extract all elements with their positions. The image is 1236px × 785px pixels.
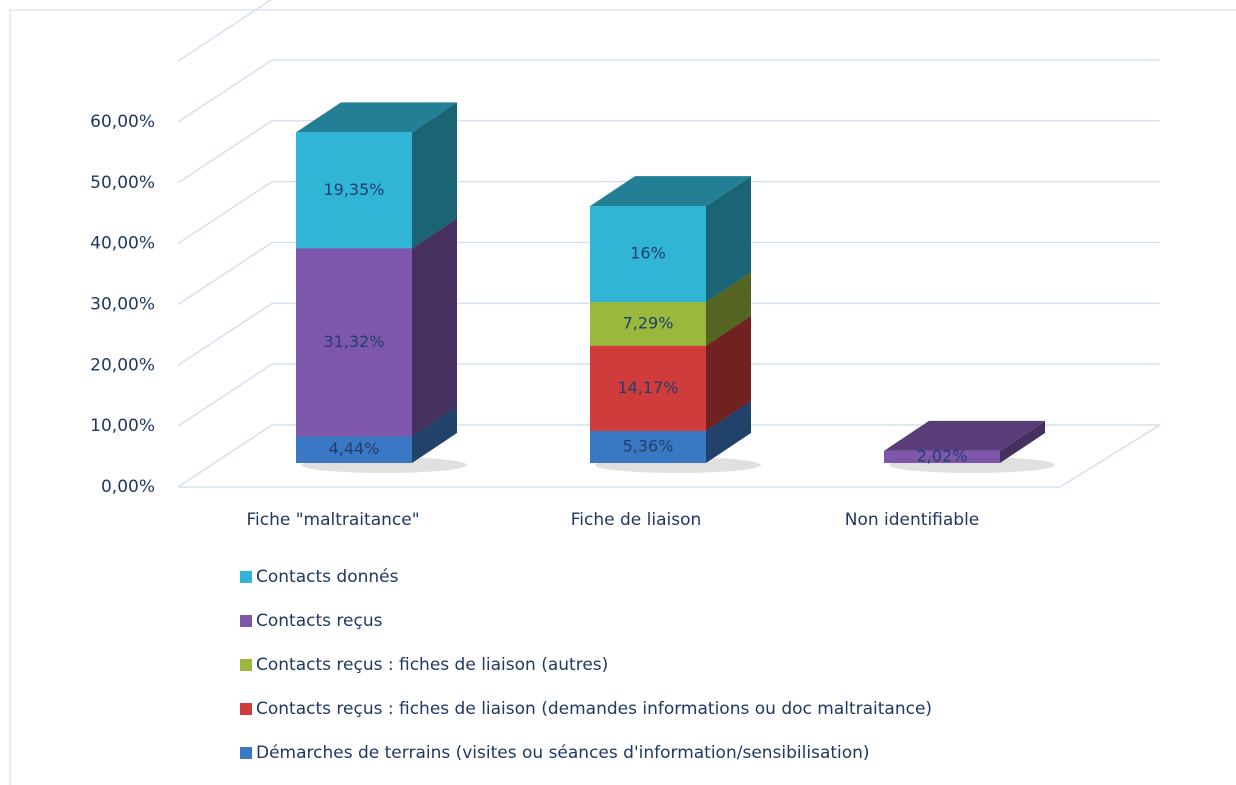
y-tick-label: 30,00% [90, 295, 155, 315]
floor-edge [1059, 424, 1161, 488]
x-tick-label: Non identifiable [845, 510, 980, 530]
legend-swatch [240, 703, 252, 715]
x-tick-label: Fiche "maltraitance" [246, 510, 419, 530]
y-tick-label: 20,00% [90, 355, 155, 375]
bar [590, 206, 706, 303]
legend-label: Contacts reçus : fiches de liaison (dema… [256, 699, 932, 719]
bar [884, 450, 1000, 463]
legend-swatch [240, 615, 252, 627]
bar-top [884, 420, 1045, 451]
y-tick-label: 0,00% [101, 477, 155, 497]
value-label: 4,44% [329, 439, 380, 458]
value-label: 16% [630, 244, 666, 263]
bar [590, 302, 706, 346]
legend-label: Contacts reçus [256, 611, 383, 631]
grid-line [177, 59, 1160, 123]
grid-line [177, 363, 1160, 427]
bar [296, 132, 412, 249]
legend-label: Démarches de terrains (visites ou séance… [256, 743, 870, 763]
grid-line [177, 120, 1160, 184]
value-label: 5,36% [623, 436, 674, 455]
legend-label: Contacts donnés [256, 567, 399, 587]
y-tick-label: 10,00% [90, 416, 155, 436]
wall-top [177, 0, 273, 62]
grid-line [177, 424, 1160, 488]
bar-side [706, 176, 751, 303]
legend-swatch [240, 659, 252, 671]
legend-label: Contacts reçus : fiches de liaison (autr… [256, 655, 608, 675]
x-tick-label: Fiche de liaison [571, 510, 702, 530]
value-label: 19,35% [323, 180, 384, 199]
bar-side [706, 272, 751, 346]
bar [296, 248, 412, 437]
frame [9, 9, 1236, 785]
value-label: 14,17% [617, 378, 678, 397]
bar-side [412, 406, 457, 463]
legend-swatch [240, 571, 252, 583]
bar-side [706, 315, 751, 431]
bar [296, 436, 412, 463]
bar-side [1000, 420, 1045, 463]
grid-line [177, 241, 1160, 306]
grid-line [177, 180, 1160, 245]
bar-side [412, 102, 457, 249]
y-tick-label: 60,00% [90, 112, 155, 132]
bar-top [590, 176, 751, 207]
value-label: 2,02% [917, 447, 968, 466]
bar [590, 430, 706, 463]
value-label: 7,29% [623, 313, 674, 332]
bar [590, 345, 706, 431]
value-label: 31,32% [323, 332, 384, 351]
bar-side [706, 400, 751, 463]
bar-side [412, 218, 457, 437]
y-tick-label: 50,00% [90, 173, 155, 193]
bar-top [296, 102, 457, 133]
grid-line [177, 302, 1160, 366]
legend-swatch [240, 747, 252, 759]
y-tick-label: 40,00% [90, 234, 155, 254]
